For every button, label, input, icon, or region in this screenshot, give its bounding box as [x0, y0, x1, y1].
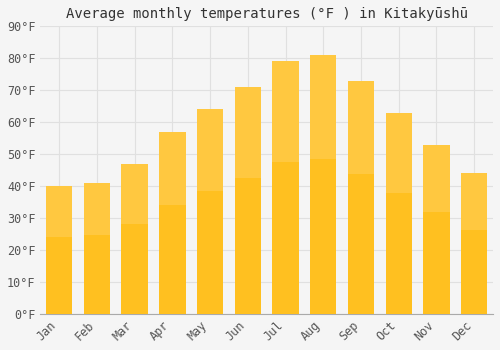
- Bar: [310, 55, 336, 159]
- Bar: [197, 109, 224, 191]
- Bar: [461, 173, 487, 230]
- Bar: [84, 183, 110, 314]
- Bar: [386, 113, 412, 193]
- Bar: [272, 62, 299, 162]
- Bar: [159, 132, 186, 205]
- Bar: [234, 87, 261, 314]
- Bar: [272, 62, 299, 314]
- Bar: [310, 55, 336, 314]
- Bar: [386, 113, 412, 314]
- Bar: [461, 173, 487, 314]
- Bar: [84, 183, 110, 235]
- Bar: [122, 164, 148, 314]
- Bar: [46, 186, 72, 314]
- Bar: [122, 164, 148, 224]
- Bar: [234, 87, 261, 178]
- Bar: [424, 145, 450, 212]
- Title: Average monthly temperatures (°F ) in Kitakyūshū: Average monthly temperatures (°F ) in Ki…: [66, 7, 468, 21]
- Bar: [46, 186, 72, 237]
- Bar: [348, 80, 374, 314]
- Bar: [159, 132, 186, 314]
- Bar: [348, 80, 374, 174]
- Bar: [197, 109, 224, 314]
- Bar: [424, 145, 450, 314]
